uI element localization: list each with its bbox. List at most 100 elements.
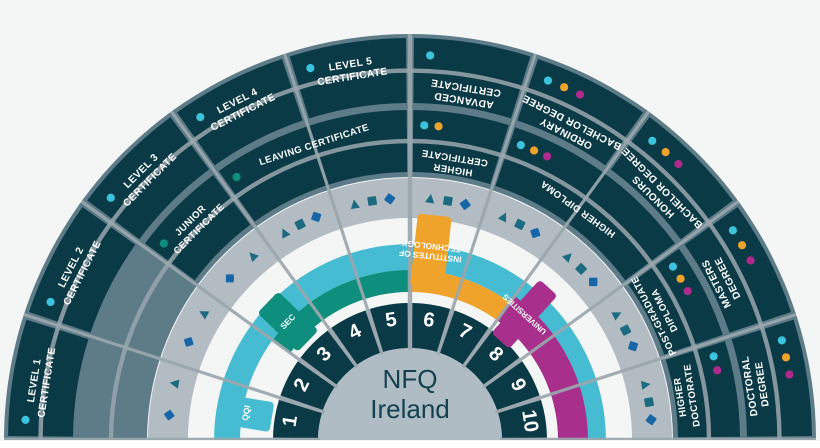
radial-spoke xyxy=(495,313,797,414)
status-dot xyxy=(21,415,30,424)
radial-spoke xyxy=(283,53,384,355)
status-dot xyxy=(661,147,670,157)
radial-spoke xyxy=(23,313,325,414)
status-dot xyxy=(196,113,205,122)
outer-ring-segment[interactable] xyxy=(413,38,531,119)
status-dot xyxy=(420,121,429,130)
status-dot xyxy=(46,297,55,307)
status-dot xyxy=(542,152,552,161)
marker-diamond-icon xyxy=(184,337,194,347)
status-dot xyxy=(426,51,435,60)
marker-square-icon xyxy=(442,196,453,206)
level-number[interactable]: 10 xyxy=(517,408,542,433)
marker-band xyxy=(148,178,672,440)
status-dot xyxy=(106,193,115,202)
status-dot xyxy=(529,146,539,155)
level-number-segment[interactable] xyxy=(369,303,409,353)
marker-diamond-icon xyxy=(588,277,598,287)
marker-diamond-icon xyxy=(384,193,396,205)
radial-spoke xyxy=(170,110,359,369)
status-dot xyxy=(676,274,685,283)
status-dot xyxy=(648,136,657,145)
level-number-segment[interactable] xyxy=(331,310,381,365)
level-number-segment[interactable] xyxy=(411,303,451,353)
marker-triangle-icon xyxy=(611,312,622,321)
status-dot xyxy=(543,76,553,85)
status-dot xyxy=(737,241,747,250)
marker-square-icon xyxy=(514,218,526,230)
centre-title-line1: NFQ xyxy=(383,364,438,394)
marker-square-icon xyxy=(367,196,378,206)
level-number[interactable]: 1 xyxy=(279,414,302,428)
centre-title-line2: Ireland xyxy=(370,394,450,424)
status-dot xyxy=(560,83,569,92)
marker-square-icon xyxy=(644,397,654,408)
status-dot xyxy=(668,262,678,271)
radial-spoke xyxy=(436,53,537,355)
status-dot xyxy=(434,122,443,131)
baseline-strip xyxy=(0,441,820,448)
gap-above-bands xyxy=(188,218,632,440)
status-dot xyxy=(306,64,315,73)
marker-triangle-icon xyxy=(350,199,360,210)
marker-square-icon xyxy=(294,218,306,230)
inner-ring-segment[interactable] xyxy=(495,127,676,281)
status-dot xyxy=(709,352,718,361)
status-dot xyxy=(232,172,241,182)
level-number-segment[interactable] xyxy=(497,399,547,439)
level-number[interactable]: 6 xyxy=(422,309,436,332)
level-number-segment[interactable] xyxy=(280,361,335,411)
radial-spoke xyxy=(80,200,339,389)
centre-disc xyxy=(318,348,502,440)
level-number-segment[interactable] xyxy=(273,399,323,439)
marker-square-icon xyxy=(620,324,632,336)
provider-tag-bg xyxy=(492,281,556,348)
provider-tag-bg xyxy=(410,213,452,289)
provider-tag-sec[interactable]: SEC xyxy=(257,291,318,352)
marker-triangle-icon xyxy=(169,379,180,389)
status-dot xyxy=(746,256,755,265)
qqi-band[interactable] xyxy=(214,244,606,440)
marker-diamond-icon xyxy=(311,211,322,222)
marker-diamond-icon xyxy=(645,414,657,426)
marker-diamond-icon xyxy=(225,274,234,283)
provider-tag-universities[interactable]: UNIVERSITIES xyxy=(479,268,569,359)
level-number-segment[interactable] xyxy=(485,361,540,411)
inner-ring-segment[interactable] xyxy=(218,110,408,222)
status-dot xyxy=(781,353,791,362)
provider-tag-bg xyxy=(218,394,274,432)
marker-triangle-icon xyxy=(282,228,291,239)
status-dot xyxy=(516,141,525,150)
outer-ring-segment[interactable] xyxy=(289,38,407,119)
marker-diamond-icon xyxy=(459,198,471,210)
marker-triangle-icon xyxy=(425,193,435,204)
status-dot xyxy=(713,366,722,375)
marker-triangle-icon xyxy=(562,253,572,263)
provider-tag-qqi[interactable]: QQI xyxy=(218,394,274,432)
level-number[interactable]: 5 xyxy=(384,309,398,332)
marker-square-icon xyxy=(575,263,587,275)
marker-triangle-icon xyxy=(249,252,259,263)
outer-ring-segment[interactable] xyxy=(8,319,89,437)
level-number-segment[interactable] xyxy=(300,330,355,385)
status-dot xyxy=(785,370,794,379)
radial-spoke xyxy=(481,200,740,389)
status-dot xyxy=(575,90,585,99)
marker-triangle-icon xyxy=(640,380,651,390)
radial-spoke xyxy=(461,110,650,369)
status-dot xyxy=(728,226,737,235)
level-number-segment[interactable] xyxy=(439,310,489,365)
marker-triangle-icon xyxy=(199,311,210,320)
outer-ring-segment[interactable] xyxy=(731,319,812,437)
status-dot xyxy=(777,336,786,345)
marker-diamond-icon xyxy=(164,409,175,421)
provider-tag-bg xyxy=(259,293,317,351)
marker-triangle-icon xyxy=(497,212,507,223)
marker-diamond-icon xyxy=(628,341,639,352)
marker-diamond-icon xyxy=(530,227,541,239)
status-dot xyxy=(683,287,692,296)
status-dot xyxy=(674,159,683,169)
